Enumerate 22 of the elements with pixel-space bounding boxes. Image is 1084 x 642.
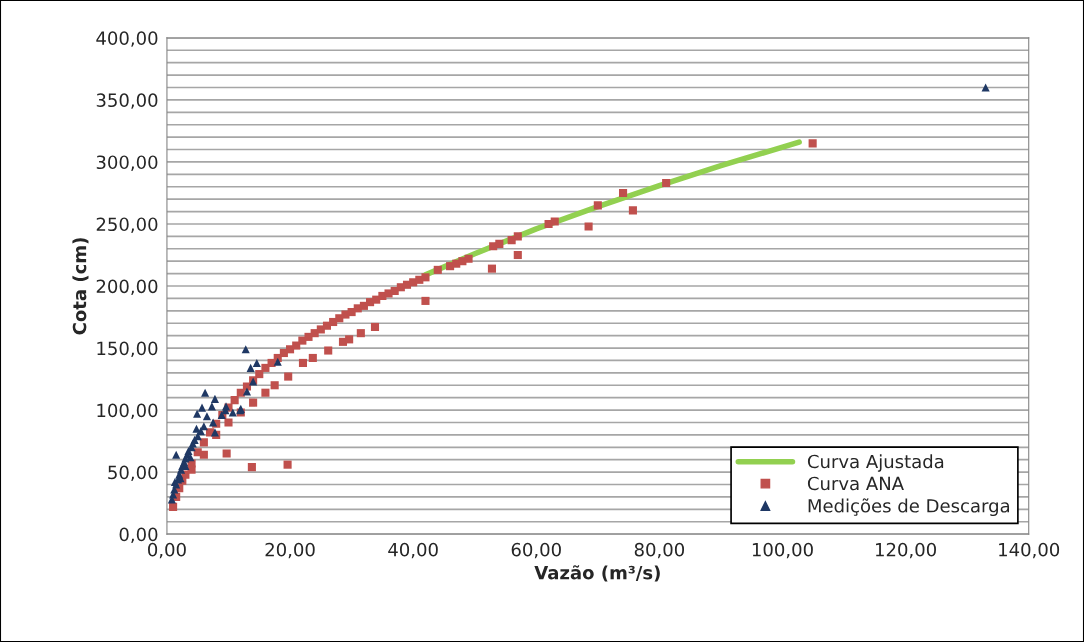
y-tick-label: 400,00 bbox=[96, 31, 158, 47]
x-tick-label: 80,00 bbox=[634, 542, 685, 559]
y-tick-label: 250,00 bbox=[96, 217, 158, 233]
x-tick-label: 20,00 bbox=[265, 542, 315, 559]
y-tick-label: 200,00 bbox=[96, 279, 158, 295]
x-tick-label: 0,00 bbox=[148, 542, 186, 559]
y-tick-label: 50,00 bbox=[108, 465, 158, 482]
x-tick-label: 100,00 bbox=[752, 542, 813, 559]
y-axis-title: Cota (cm) bbox=[72, 238, 89, 335]
legend-label: Curva ANA bbox=[807, 476, 904, 491]
legend-label: Curva Ajustada bbox=[807, 454, 944, 472]
x-tick-label: 60,00 bbox=[511, 542, 561, 559]
x-tick-label: 40,00 bbox=[388, 542, 438, 559]
y-tick-label: 0,00 bbox=[119, 527, 158, 544]
x-tick-label: 140,00 bbox=[999, 542, 1060, 559]
x-axis-title: Vazão (m³/s) bbox=[534, 565, 660, 582]
y-tick-label: 300,00 bbox=[96, 155, 158, 171]
x-tick-label: 120,00 bbox=[876, 542, 936, 559]
y-tick-label: 100,00 bbox=[97, 403, 158, 420]
y-tick-label: 150,00 bbox=[97, 341, 158, 357]
y-tick-label: 350,00 bbox=[96, 93, 158, 109]
legend-label: Medições de Descarga bbox=[808, 498, 1010, 517]
